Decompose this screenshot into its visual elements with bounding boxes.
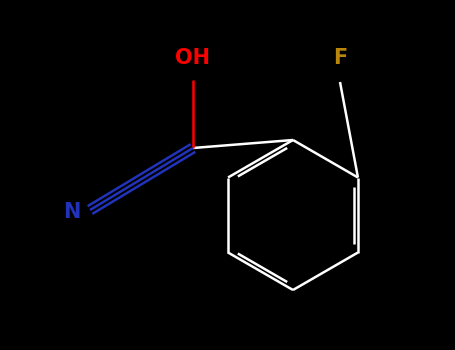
Text: OH: OH	[176, 48, 211, 68]
Text: N: N	[63, 202, 81, 222]
Text: F: F	[333, 48, 347, 68]
